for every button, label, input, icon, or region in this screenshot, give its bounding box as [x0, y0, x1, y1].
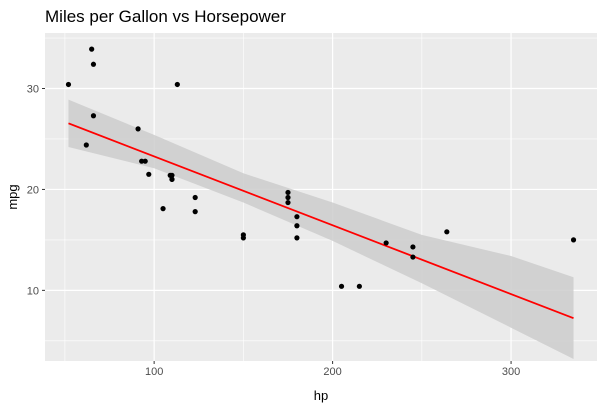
y-axis-title: mpg: [5, 184, 20, 209]
data-point: [410, 254, 416, 260]
data-point: [285, 189, 291, 196]
data-point: [83, 142, 89, 148]
data-point: [160, 206, 166, 212]
regression-line: [68, 122, 574, 320]
data-point: [444, 229, 450, 235]
confidence-band: [68, 99, 574, 359]
data-point: [410, 244, 416, 250]
data-point: [89, 46, 95, 52]
data-point: [570, 237, 577, 243]
data-point: [294, 214, 300, 220]
data-point: [294, 235, 300, 241]
data-point: [90, 113, 97, 119]
data-point: [139, 158, 145, 164]
chart-title: Miles per Gallon vs Horsepower: [45, 7, 286, 26]
data-point: [90, 61, 97, 67]
y-tick-label: 10: [27, 285, 39, 297]
data-point: [192, 194, 198, 201]
data-point: [285, 194, 291, 201]
data-points: [65, 46, 577, 289]
major-gridlines: [45, 33, 597, 361]
data-point: [192, 209, 198, 215]
data-point: [135, 126, 141, 132]
data-point: [142, 158, 148, 164]
data-point: [65, 81, 72, 88]
x-tick-label: 200: [323, 366, 341, 378]
data-point: [174, 81, 180, 88]
axis-ticks: [42, 88, 512, 364]
data-point: [285, 199, 291, 206]
data-point: [294, 223, 300, 229]
x-tick-label: 100: [145, 366, 163, 378]
data-point: [338, 283, 345, 289]
data-point: [356, 283, 362, 289]
data-point: [383, 240, 389, 246]
data-point: [146, 171, 152, 177]
data-point: [167, 172, 173, 178]
y-tick-label: 20: [27, 184, 39, 196]
data-point: [169, 176, 175, 182]
x-tick-label: 300: [502, 366, 520, 378]
x-axis-title: hp: [314, 388, 328, 403]
data-point: [240, 235, 246, 241]
tick-labels: 100 200 300 10 20 30: [27, 84, 520, 378]
y-tick-label: 30: [27, 84, 39, 96]
